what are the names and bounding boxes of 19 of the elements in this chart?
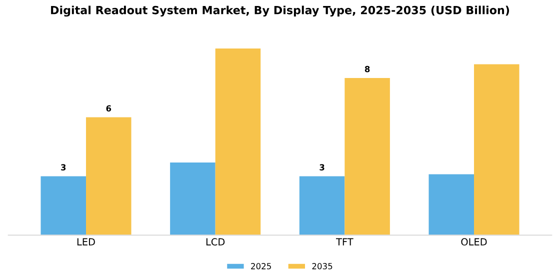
bar <box>428 174 474 236</box>
x-tick-label: LED <box>77 238 95 246</box>
bar <box>215 48 261 236</box>
x-tick-label: LCD <box>206 238 225 246</box>
data-label: 3 <box>61 164 66 170</box>
legend-label: 2035 <box>312 263 332 270</box>
x-tick-label: TFT <box>336 238 354 246</box>
bar <box>299 176 345 236</box>
bar <box>40 176 86 236</box>
chart-title: Digital Readout System Market, By Display Type, 2025-2035 (USD Billion) <box>51 6 510 17</box>
bar <box>170 162 216 236</box>
bar <box>86 117 132 236</box>
data-label: 8 <box>364 66 370 72</box>
data-label: 6 <box>106 105 112 112</box>
x-tick-label: OLED <box>461 238 487 246</box>
data-label: 3 <box>320 164 324 170</box>
legend-label: 2025 <box>251 263 271 270</box>
bar <box>344 78 390 236</box>
bar <box>474 64 520 236</box>
